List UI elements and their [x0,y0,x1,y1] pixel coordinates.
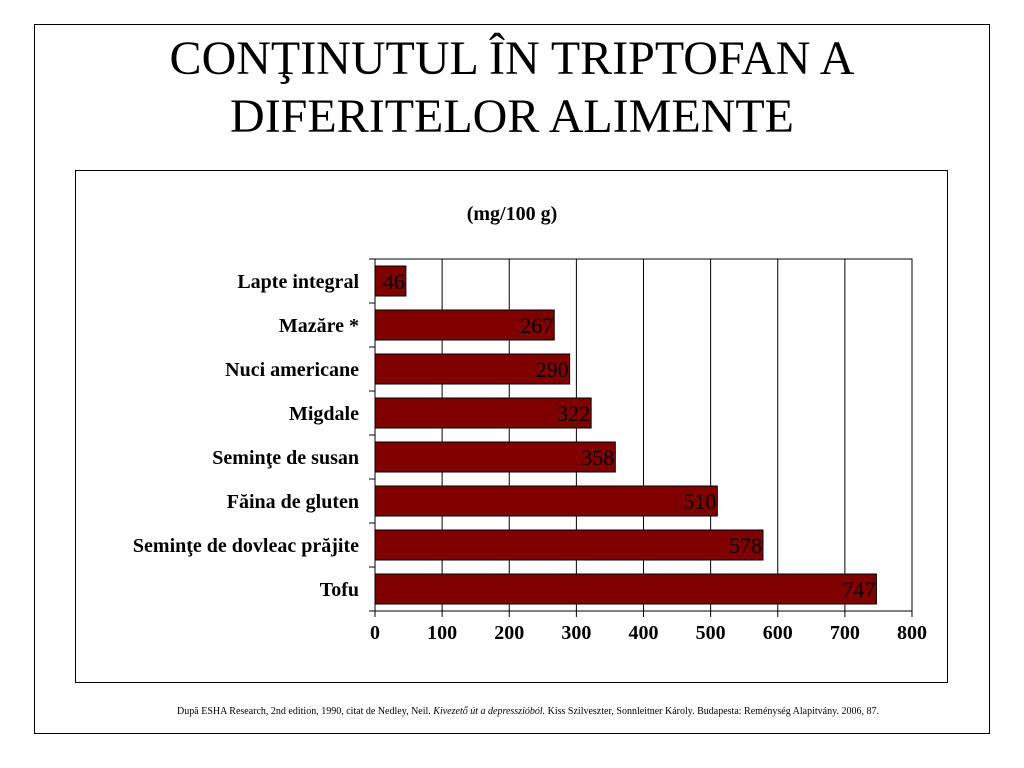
category-label: Tofu [320,579,359,601]
x-tick-label: 800 [897,622,927,644]
data-label: 578 [729,533,762,558]
bar [374,353,571,385]
slide-frame [34,24,990,734]
data-label: 322 [557,401,590,426]
category-label: Mazăre * [279,315,359,337]
bar [374,529,764,561]
category-label: Nuci americane [225,359,359,381]
x-tick-label: 100 [427,622,457,644]
source-footnote: După ESHA Research, 2nd edition, 1990, c… [0,706,1024,717]
x-tick-label: 300 [561,622,591,644]
bar [374,397,592,429]
chart-title: (mg/100 g) [467,203,558,225]
bar [374,265,407,297]
data-label: 747 [842,577,875,602]
x-tick-label: 400 [629,622,659,644]
bar [374,309,555,341]
chart-area: (mg/100 g) 0 100 200 300 400 500 600 700 800 Lapte… [75,170,948,683]
x-tick-label: 200 [494,622,524,644]
footnote-book-title: Kivezető út a depresszióból. [433,706,546,717]
title-line-1: CONŢINUTUL ÎN TRIPTOFAN A [169,32,855,85]
footnote-publisher: Kiss Szilveszter, Sonnleitner Károly. Bu… [545,706,879,717]
bar [374,573,877,605]
slide-title: CONŢINUTUL ÎN TRIPTOFAN A DIFERITELOR AL… [0,30,1024,146]
data-label: 267 [520,313,553,338]
x-tick-label: 700 [830,622,860,644]
data-label: 510 [683,489,716,514]
category-label: Lapte integral [237,271,359,293]
x-tick-label: 0 [370,622,380,644]
category-label: Făina de gluten [227,491,359,513]
bar [374,485,718,517]
category-label: Migdale [289,403,359,425]
data-label: 290 [536,357,569,382]
data-label: 358 [581,445,614,470]
x-tick-label: 500 [696,622,726,644]
title-line-2: DIFERITELOR ALIMENTE [230,90,794,143]
category-label: Seminţe de susan [212,447,359,469]
x-tick-label: 600 [763,622,793,644]
category-label: Seminţe de dovleac prăjite [133,535,359,557]
bar [374,441,616,473]
bar-chart: (mg/100 g) 0 100 200 300 400 500 600 700 800 Lapte… [133,203,927,644]
footnote-text: După ESHA Research, 2nd edition, 1990, c… [177,706,434,717]
data-label: 46 [383,269,405,294]
